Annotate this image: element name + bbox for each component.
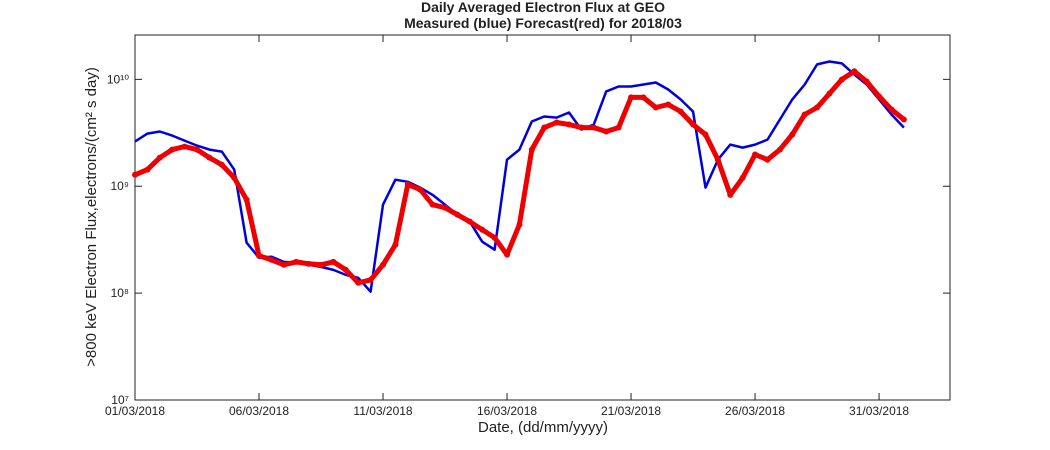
forecast-point: [590, 124, 597, 131]
forecast-point: [429, 201, 436, 208]
forecast-point: [702, 131, 709, 138]
forecast-point: [727, 191, 734, 198]
forecast-point: [293, 258, 300, 265]
forecast-point: [876, 93, 883, 100]
x-tick-label: 31/03/2018: [849, 404, 909, 418]
forecast-point: [442, 204, 449, 211]
forecast-point: [218, 161, 225, 168]
forecast-point: [342, 266, 349, 273]
forecast-point: [764, 156, 771, 163]
y-axis-label: >800 keV Electron Flux,electrons/(cm² s …: [83, 67, 100, 367]
forecast-point: [504, 251, 511, 258]
forecast-point: [566, 121, 573, 128]
forecast-point: [640, 94, 647, 101]
forecast-point: [665, 101, 672, 108]
forecast-point: [491, 234, 498, 241]
x-tick-label: 01/03/2018: [105, 404, 165, 418]
forecast-point: [677, 108, 684, 115]
forecast-point: [628, 94, 635, 101]
forecast-point: [603, 128, 610, 135]
forecast-point: [404, 181, 411, 188]
forecast-point: [888, 106, 895, 113]
forecast-point: [268, 256, 275, 263]
x-tick-label: 16/03/2018: [477, 404, 537, 418]
forecast-point: [231, 174, 238, 181]
plot-frame: [134, 34, 951, 401]
forecast-point: [553, 119, 560, 126]
forecast-point: [801, 111, 808, 118]
forecast-point: [156, 154, 163, 161]
forecast-point: [243, 196, 250, 203]
forecast-point: [318, 261, 325, 268]
forecast-point: [690, 121, 697, 128]
forecast-point: [789, 131, 796, 138]
chart-title: Daily Averaged Electron Flux at GEO: [421, 0, 665, 15]
forecast-line: [134, 68, 906, 286]
forecast-point: [838, 76, 845, 83]
forecast-point: [206, 154, 213, 161]
forecast-point: [541, 124, 548, 131]
forecast-point: [615, 124, 622, 131]
forecast-point: [181, 143, 188, 150]
forecast-point: [466, 218, 473, 225]
forecast-point: [392, 241, 399, 248]
forecast-point: [863, 78, 870, 85]
forecast-point: [814, 104, 821, 111]
y-tick-label: 10⁷: [111, 393, 129, 407]
forecast-point: [516, 221, 523, 228]
forecast-point: [169, 146, 176, 153]
forecast-point: [367, 276, 374, 283]
forecast-point: [752, 151, 759, 158]
forecast-point: [826, 90, 833, 97]
y-tick-label: 10¹⁰: [107, 72, 129, 86]
forecast-point: [355, 279, 362, 286]
forecast-point: [305, 260, 312, 267]
chart-subtitle: Measured (blue) Forecast(red) for 2018/0…: [404, 15, 682, 31]
y-tick-label: 10⁸: [111, 286, 129, 300]
forecast-point: [578, 124, 585, 131]
forecast-point: [714, 156, 721, 163]
forecast-point: [454, 211, 461, 218]
forecast-point: [739, 174, 746, 181]
forecast-point: [330, 258, 337, 265]
y-tick-label: 10⁹: [111, 179, 130, 193]
forecast-point: [132, 171, 138, 178]
forecast-point: [776, 146, 783, 153]
x-tick-label: 11/03/2018: [353, 404, 412, 418]
forecast-point: [528, 146, 535, 153]
forecast-point: [280, 261, 287, 268]
forecast-point: [194, 146, 201, 153]
measured-line: [134, 60, 905, 293]
x-tick-label: 06/03/2018: [229, 404, 289, 418]
forecast-point: [380, 261, 387, 268]
forecast-point: [900, 116, 907, 123]
forecast-point: [652, 104, 659, 111]
x-tick-label: 26/03/2018: [725, 404, 785, 418]
x-tick-label: 21/03/2018: [601, 404, 661, 418]
x-axis-label: Date, (dd/mm/yyyy): [478, 419, 608, 436]
forecast-point: [144, 166, 151, 173]
forecast-point: [417, 186, 424, 193]
forecast-point: [479, 226, 486, 233]
forecast-point: [851, 68, 858, 75]
forecast-point: [256, 252, 263, 259]
